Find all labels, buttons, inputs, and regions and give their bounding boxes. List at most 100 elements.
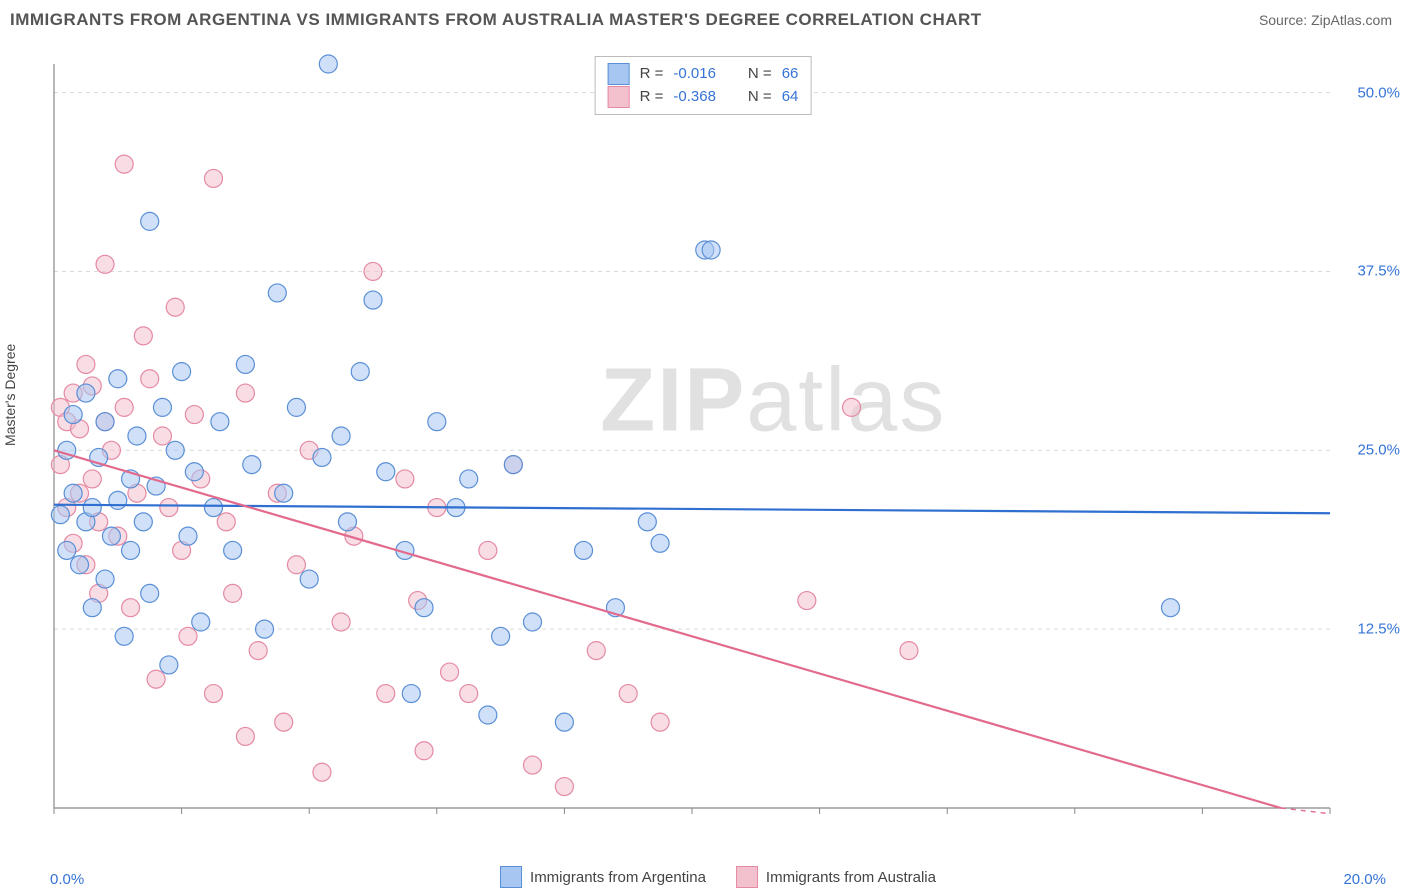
data-point: [83, 470, 101, 488]
data-point: [377, 463, 395, 481]
correlation-legend: R = -0.016N = 66R = -0.368N = 64: [595, 56, 812, 115]
data-point: [122, 599, 140, 617]
data-point: [71, 556, 89, 574]
data-point: [205, 685, 223, 703]
data-point: [702, 241, 720, 259]
data-point: [396, 470, 414, 488]
data-point: [147, 670, 165, 688]
scatter-plot-svg: [48, 50, 1388, 840]
data-point: [185, 406, 203, 424]
data-point: [236, 384, 254, 402]
data-point: [115, 627, 133, 645]
data-point: [275, 484, 293, 502]
data-point: [96, 413, 114, 431]
data-point: [313, 763, 331, 781]
data-point: [134, 513, 152, 531]
data-point: [96, 570, 114, 588]
data-point: [300, 570, 318, 588]
data-point: [224, 541, 242, 559]
data-point: [96, 255, 114, 273]
data-point: [1162, 599, 1180, 617]
correlation-row: R = -0.016N = 66: [608, 63, 799, 86]
data-point: [555, 713, 573, 731]
x-axis-bar: 0.0% 20.0% Immigrants from ArgentinaImmi…: [48, 860, 1388, 888]
x-axis-max: 20.0%: [1343, 871, 1386, 888]
data-point: [77, 384, 95, 402]
data-point: [460, 685, 478, 703]
data-point: [402, 685, 420, 703]
data-point: [492, 627, 510, 645]
data-point: [64, 406, 82, 424]
data-point: [205, 499, 223, 517]
data-point: [51, 506, 69, 524]
data-point: [83, 499, 101, 517]
legend-item: Immigrants from Argentina: [500, 866, 706, 888]
data-point: [153, 427, 171, 445]
data-point: [415, 599, 433, 617]
data-point: [332, 427, 350, 445]
legend-item: Immigrants from Australia: [736, 866, 936, 888]
data-point: [524, 756, 542, 774]
legend-swatch: [500, 866, 522, 888]
legend-label: Immigrants from Australia: [766, 869, 936, 886]
data-point: [141, 370, 159, 388]
data-point: [504, 456, 522, 474]
data-point: [275, 713, 293, 731]
data-point: [651, 534, 669, 552]
data-point: [256, 620, 274, 638]
chart-title: IMMIGRANTS FROM ARGENTINA VS IMMIGRANTS …: [10, 10, 1396, 30]
data-point: [128, 427, 146, 445]
data-point: [249, 642, 267, 660]
data-point: [179, 627, 197, 645]
data-point: [115, 398, 133, 416]
data-point: [141, 584, 159, 602]
legend-swatch: [608, 86, 630, 108]
data-point: [843, 398, 861, 416]
data-point: [173, 363, 191, 381]
data-point: [179, 527, 197, 545]
data-point: [160, 656, 178, 674]
data-point: [102, 527, 120, 545]
data-point: [338, 513, 356, 531]
data-point: [460, 470, 478, 488]
data-point: [587, 642, 605, 660]
data-point: [619, 685, 637, 703]
x-axis-min: 0.0%: [50, 871, 84, 888]
data-point: [415, 742, 433, 760]
data-point: [900, 642, 918, 660]
data-point: [153, 398, 171, 416]
correlation-row: R = -0.368N = 64: [608, 86, 799, 109]
data-point: [236, 355, 254, 373]
data-point: [109, 491, 127, 509]
data-point: [166, 298, 184, 316]
data-point: [141, 212, 159, 230]
data-point: [479, 706, 497, 724]
series-legend: Immigrants from Argentina Immigrants from…: [500, 866, 936, 888]
source-attribution: Source: ZipAtlas.com: [1259, 12, 1392, 28]
data-point: [160, 499, 178, 517]
data-point: [185, 463, 203, 481]
data-point: [166, 441, 184, 459]
data-point: [332, 613, 350, 631]
data-point: [524, 613, 542, 631]
data-point: [192, 613, 210, 631]
data-point: [205, 169, 223, 187]
data-point: [479, 541, 497, 559]
data-point: [638, 513, 656, 531]
data-point: [268, 284, 286, 302]
data-point: [109, 370, 127, 388]
plot-area: [48, 50, 1388, 840]
data-point: [575, 541, 593, 559]
data-point: [287, 556, 305, 574]
data-point: [364, 262, 382, 280]
trend-line-extrapolation: [1281, 808, 1330, 814]
data-point: [217, 513, 235, 531]
data-point: [211, 413, 229, 431]
data-point: [441, 663, 459, 681]
data-point: [224, 584, 242, 602]
data-point: [122, 541, 140, 559]
data-point: [364, 291, 382, 309]
legend-label: Immigrants from Argentina: [530, 869, 706, 886]
data-point: [58, 541, 76, 559]
data-point: [351, 363, 369, 381]
